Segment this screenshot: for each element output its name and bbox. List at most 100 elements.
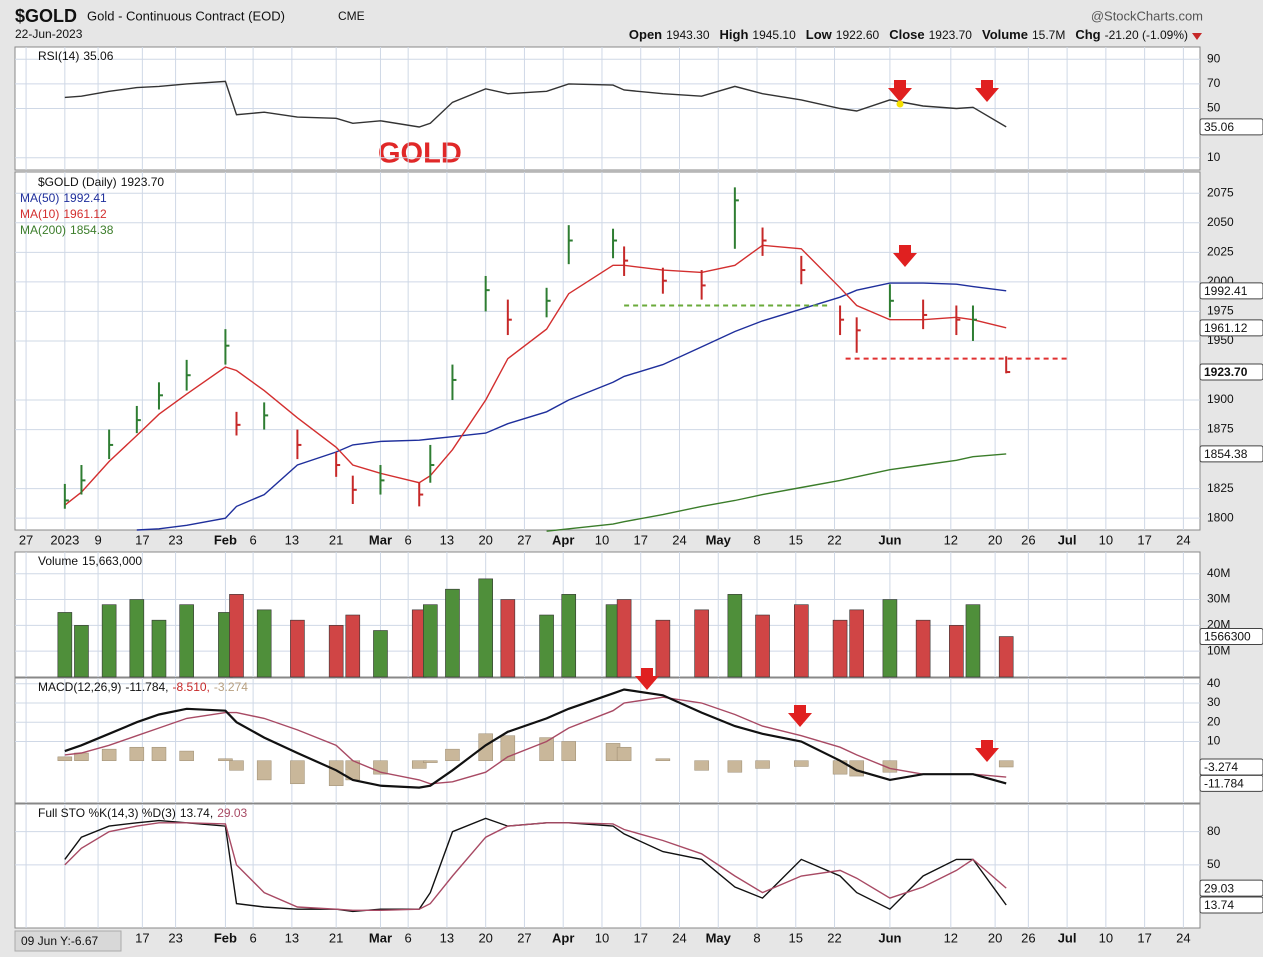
y-tick-label: 2075 — [1207, 185, 1234, 199]
x-tick-label: 23 — [168, 930, 182, 945]
histogram-bar — [423, 760, 438, 763]
volume-bar — [915, 619, 931, 678]
legend-part: 1854.38 — [70, 223, 114, 237]
volume-bar — [998, 636, 1014, 678]
value-box-label: -3.274 — [1204, 760, 1238, 774]
volume-bar — [423, 604, 438, 678]
quote-label: Chg — [1075, 27, 1100, 42]
x-tick-label: 10 — [595, 930, 609, 945]
x-tick-label: 10 — [1099, 930, 1113, 945]
histogram-bar — [727, 760, 743, 773]
volume-bar — [794, 604, 809, 678]
volume-bar — [179, 604, 194, 678]
legend: MA(50) 1992.41 — [20, 191, 107, 205]
y-tick-label: 20M — [1207, 618, 1230, 632]
x-tick-label: 10 — [595, 532, 609, 547]
volume-bar — [373, 630, 388, 678]
histogram-bar — [411, 760, 427, 769]
value-box-label: 1923.70 — [1204, 365, 1248, 379]
volume-bar — [151, 619, 167, 678]
x-tick-label: Feb — [214, 930, 237, 945]
volume-bar — [345, 614, 361, 678]
histogram-bar — [655, 758, 671, 761]
x-tick-label: 26 — [1021, 532, 1035, 547]
x-tick-label: Jul — [1058, 532, 1077, 547]
volume-bar — [101, 604, 117, 678]
x-tick-label: 24 — [1176, 532, 1190, 547]
y-tick-label: 10M — [1207, 643, 1230, 657]
histogram-bar — [616, 746, 632, 761]
x-tick-label: 21 — [329, 532, 343, 547]
y-tick-label: 1875 — [1207, 422, 1234, 436]
marker — [896, 100, 904, 108]
x-tick-label: Jun — [878, 930, 901, 945]
legend-part: MA(50) — [20, 191, 59, 205]
volume-bar — [849, 609, 864, 678]
y-tick-label: 1900 — [1207, 392, 1234, 406]
value-box — [1199, 896, 1263, 914]
histogram-bar — [478, 733, 493, 761]
legend-part: Volume — [38, 554, 78, 568]
volume-bar — [57, 612, 73, 678]
histogram-bar — [57, 756, 73, 761]
legend: $GOLD (Daily) 1923.70 — [38, 175, 164, 189]
quote-value: 1945.10 — [752, 28, 796, 42]
x-tick-label: 15 — [789, 930, 803, 945]
series-line — [136, 282, 1007, 531]
x-tick-label: 23 — [168, 532, 182, 547]
x-tick-label: 8 — [753, 532, 760, 547]
cursor-label: 09 Jun Y:-6.67 — [21, 934, 99, 948]
arrow — [975, 80, 999, 102]
x-tick-label: 8 — [753, 930, 760, 945]
x-tick-label: 17 — [633, 930, 647, 945]
x-tick-label: Apr — [552, 532, 574, 547]
x-tick-label: 17 — [1137, 532, 1151, 547]
y-tick-label: 1825 — [1207, 481, 1234, 495]
arrow — [975, 740, 999, 762]
y-tick-label: 30M — [1207, 592, 1230, 606]
x-tick-label: 17 — [135, 930, 149, 945]
value-box — [1199, 628, 1263, 646]
legend-part: Full STO %K(14,3) %D(3) — [38, 806, 176, 820]
value-box — [1199, 879, 1263, 897]
volume-bar — [478, 578, 493, 678]
volume-bar — [561, 594, 577, 678]
quote-label: Volume — [982, 27, 1028, 42]
volume-bar — [655, 619, 671, 678]
x-tick-label: 17 — [633, 532, 647, 547]
x-tick-label: 9 — [94, 532, 101, 547]
x-tick-label: 13 — [440, 930, 454, 945]
histogram-bar — [218, 758, 233, 761]
series-line — [64, 80, 1007, 128]
series-line — [64, 244, 1007, 506]
quote-label: Low — [806, 27, 833, 42]
series-line — [64, 822, 1007, 911]
legend-part: RSI(14) — [38, 49, 79, 63]
value-box-label: 29.03 — [1204, 881, 1234, 895]
value-box — [1199, 282, 1263, 300]
y-tick-label: 80 — [1207, 824, 1221, 838]
down-indicator — [1192, 33, 1202, 40]
date: 22-Jun-2023 — [15, 27, 83, 41]
series-line — [546, 453, 1007, 532]
legend: Full STO %K(14,3) %D(3) 13.74, 29.03 — [38, 806, 248, 820]
legend-part: $GOLD (Daily) — [38, 175, 117, 189]
x-tick-label: 20 — [478, 532, 492, 547]
legend-part: -8.510, — [173, 680, 210, 694]
histogram-bar — [290, 760, 305, 785]
quote-value: 1943.30 — [666, 28, 710, 42]
cursor-box — [14, 930, 122, 952]
x-tick-label: 12 — [944, 930, 958, 945]
volume-bar — [882, 599, 898, 678]
volume-bar — [256, 609, 272, 678]
legend: MACD(12,26,9) -11.784, -8.510, -3.274 — [38, 680, 248, 694]
x-tick-label: Apr — [552, 930, 574, 945]
brand: @StockCharts.com — [1091, 8, 1203, 23]
histogram-bar — [755, 760, 770, 769]
legend: MA(10) 1961.12 — [20, 207, 107, 221]
x-tick-label: 27 — [517, 930, 531, 945]
x-tick-label: 6 — [249, 532, 256, 547]
legend-part: MA(200) — [20, 223, 66, 237]
name: Gold - Continuous Contract (EOD) — [87, 8, 285, 23]
volume-bar — [694, 609, 709, 678]
